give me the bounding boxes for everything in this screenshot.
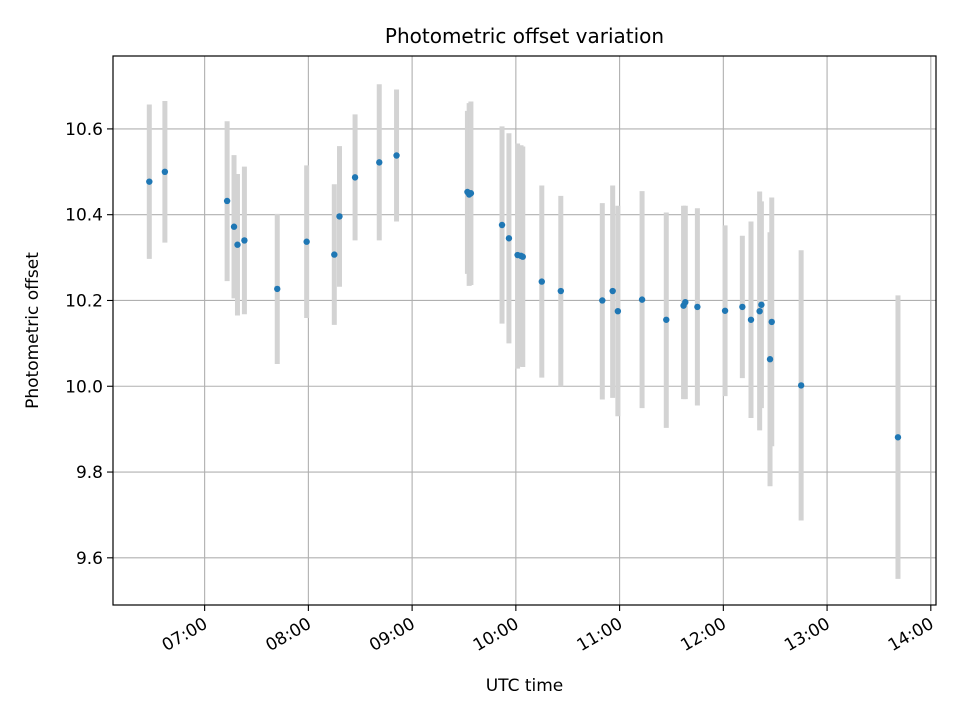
data-point xyxy=(274,285,281,293)
data-point xyxy=(609,287,616,295)
data-point xyxy=(241,237,248,244)
data-point xyxy=(756,307,763,315)
data-point xyxy=(694,303,701,311)
x-axis-label: UTC time xyxy=(486,676,564,696)
y-axis-ticks: 9.6 9.8 10.0 10.2 10.4 10.6 xyxy=(65,120,113,569)
data-point xyxy=(303,238,310,245)
data-point xyxy=(663,316,670,323)
y-tick-label: 9.8 xyxy=(76,463,103,483)
data-point xyxy=(505,235,513,242)
data-point xyxy=(161,168,169,176)
data-point xyxy=(223,197,231,205)
data-point xyxy=(747,316,755,323)
data-point xyxy=(766,356,774,363)
data-point xyxy=(894,434,902,441)
data-point xyxy=(721,307,729,314)
y-tick-label: 10.6 xyxy=(65,120,103,140)
data-point xyxy=(331,251,338,258)
data-point xyxy=(682,298,689,306)
data-point xyxy=(519,253,526,260)
y-tick-label: 10.4 xyxy=(65,206,103,226)
plot-frame xyxy=(112,55,937,606)
data-point xyxy=(599,297,606,304)
data-point xyxy=(739,303,746,311)
data-point xyxy=(614,307,622,315)
data-point xyxy=(638,296,646,303)
y-axis-label: Photometric offset xyxy=(23,252,43,409)
chart-title: Photometric offset variation xyxy=(385,24,664,48)
data-point xyxy=(351,174,359,181)
data-point xyxy=(557,287,565,295)
data-point xyxy=(768,318,775,326)
data-point xyxy=(376,159,383,166)
data-point xyxy=(538,278,545,285)
data-point xyxy=(467,190,475,197)
y-tick-label: 10.2 xyxy=(65,291,103,311)
y-tick-label: 10.0 xyxy=(65,377,103,397)
data-point xyxy=(758,301,765,308)
data-point xyxy=(234,241,241,248)
data-point xyxy=(146,178,153,185)
data-point xyxy=(393,152,400,159)
data-point xyxy=(230,223,238,230)
data-point xyxy=(336,213,343,220)
data-points xyxy=(146,152,902,441)
data-point xyxy=(498,221,506,229)
y-tick-label: 9.6 xyxy=(76,549,103,569)
data-point xyxy=(797,382,805,389)
